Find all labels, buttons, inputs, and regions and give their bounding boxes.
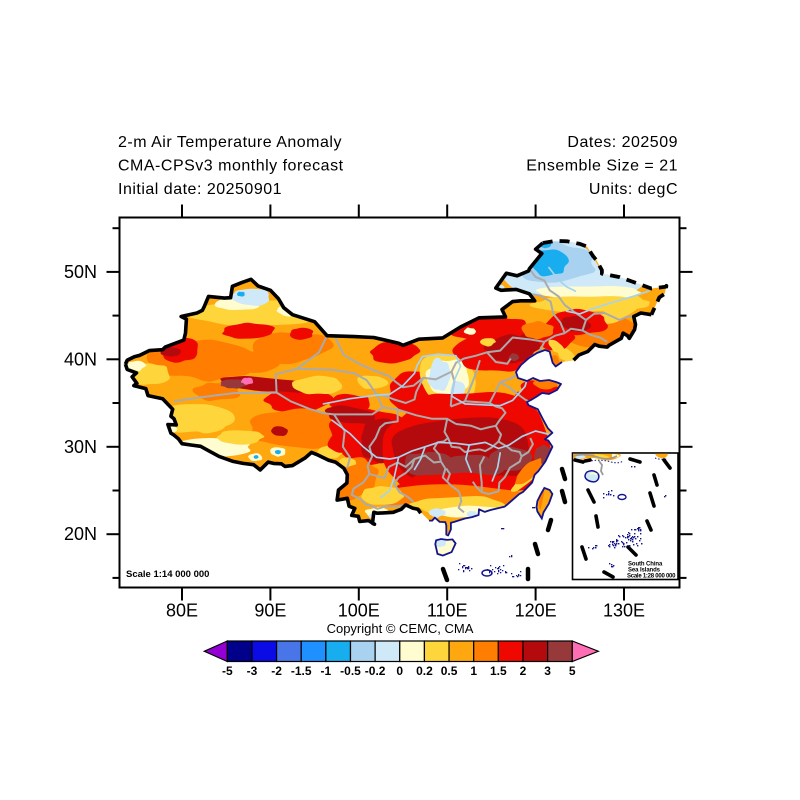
svg-text:3: 3 <box>544 664 551 678</box>
svg-text:0: 0 <box>396 664 403 678</box>
svg-text:Units: degC: Units: degC <box>589 181 678 198</box>
svg-text:1: 1 <box>470 664 477 678</box>
svg-text:130E: 130E <box>603 601 645 621</box>
svg-text:CMA-CPSv3 monthly forecast: CMA-CPSv3 monthly forecast <box>118 158 344 175</box>
svg-text:80E: 80E <box>166 601 198 621</box>
svg-text:0.5: 0.5 <box>441 664 458 678</box>
svg-text:0.2: 0.2 <box>416 664 433 678</box>
svg-text:-2: -2 <box>271 664 282 678</box>
svg-text:-0.2: -0.2 <box>365 664 386 678</box>
svg-text:Sea Islands: Sea Islands <box>628 568 661 574</box>
svg-text:-3: -3 <box>247 664 258 678</box>
svg-text:1.5: 1.5 <box>490 664 507 678</box>
svg-text:Copyright © CEMC, CMA: Copyright © CEMC, CMA <box>327 621 474 636</box>
svg-text:Scale 1:28 000 000: Scale 1:28 000 000 <box>627 574 676 580</box>
svg-text:-1: -1 <box>321 664 332 678</box>
svg-text:40N: 40N <box>64 349 97 369</box>
svg-text:Dates: 202509: Dates: 202509 <box>567 134 678 151</box>
svg-text:-5: -5 <box>222 664 233 678</box>
svg-text:100E: 100E <box>338 601 380 621</box>
svg-text:2: 2 <box>520 664 527 678</box>
svg-text:90E: 90E <box>254 601 286 621</box>
svg-text:110E: 110E <box>427 601 468 621</box>
svg-text:120E: 120E <box>515 601 557 621</box>
svg-text:30N: 30N <box>64 437 97 457</box>
svg-text:-0.5: -0.5 <box>340 664 361 678</box>
svg-text:Scale 1:14 000 000: Scale 1:14 000 000 <box>126 569 209 580</box>
svg-text:20N: 20N <box>64 524 97 544</box>
svg-text:50N: 50N <box>64 262 97 282</box>
svg-text:5: 5 <box>569 664 576 678</box>
svg-text:Initial date: 20250901: Initial date: 20250901 <box>118 181 282 198</box>
svg-text:2-m Air Temperature Anomaly: 2-m Air Temperature Anomaly <box>118 134 342 151</box>
svg-text:-1.5: -1.5 <box>291 664 312 678</box>
svg-text:South China: South China <box>628 562 663 568</box>
svg-text:Ensemble Size = 21: Ensemble Size = 21 <box>526 158 678 175</box>
